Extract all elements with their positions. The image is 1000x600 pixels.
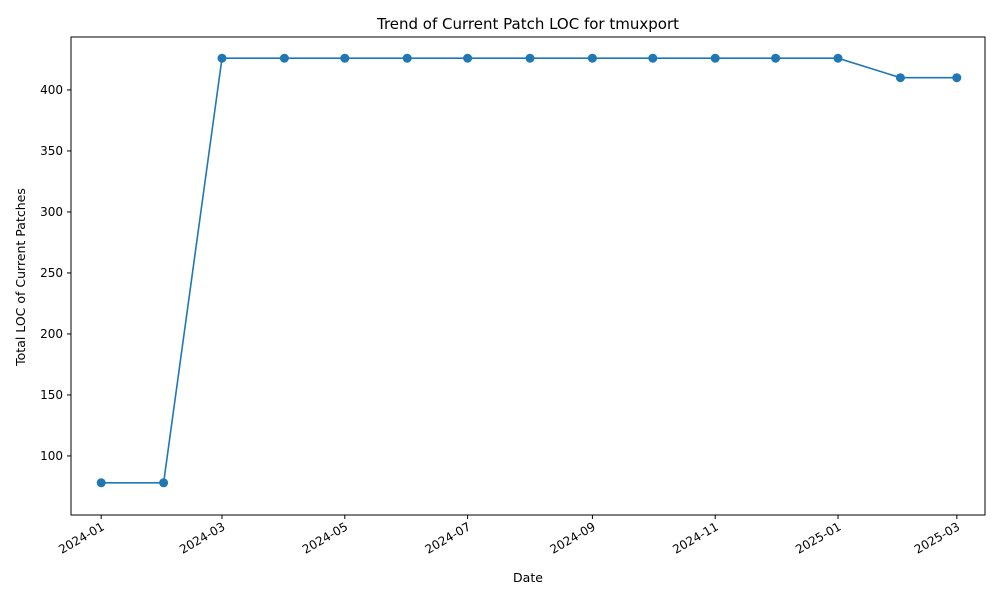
plot-frame <box>70 36 986 516</box>
y-tick-label: 150 <box>40 388 63 402</box>
y-axis-label: Total LOC of Current Patches <box>13 188 28 367</box>
data-point <box>463 53 473 63</box>
data-point <box>895 73 905 83</box>
data-point <box>217 53 227 63</box>
data-point <box>587 53 597 63</box>
data-point <box>833 53 843 63</box>
y-tick-label: 300 <box>40 205 63 219</box>
y-tick-label: 250 <box>40 266 63 280</box>
x-axis-label: Date <box>513 570 543 585</box>
data-point <box>710 53 720 63</box>
data-point <box>279 53 289 63</box>
y-tick-label: 350 <box>40 144 63 158</box>
data-point <box>159 478 169 488</box>
data-point <box>952 73 962 83</box>
data-point <box>771 53 781 63</box>
chart-title: Trend of Current Patch LOC for tmuxport <box>376 15 679 33</box>
y-tick-label: 400 <box>40 83 63 97</box>
y-tick-label: 200 <box>40 327 63 341</box>
data-point <box>648 53 658 63</box>
data-point <box>525 53 535 63</box>
y-tick-label: 100 <box>40 449 63 463</box>
data-point <box>340 53 350 63</box>
data-point <box>96 478 106 488</box>
data-point <box>402 53 412 63</box>
